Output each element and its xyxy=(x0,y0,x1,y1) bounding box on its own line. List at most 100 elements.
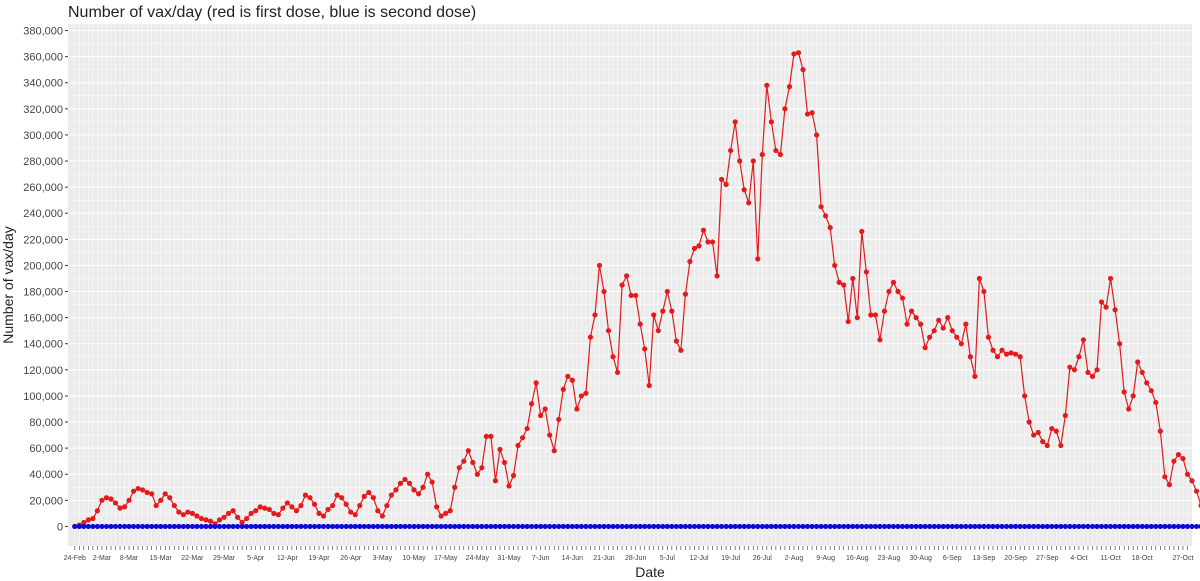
data-point xyxy=(859,228,865,235)
data-point xyxy=(529,401,535,407)
data-point xyxy=(764,523,770,530)
data-point xyxy=(927,523,933,530)
data-point xyxy=(280,505,286,511)
data-point xyxy=(651,523,657,530)
data-point xyxy=(1044,523,1050,530)
data-point xyxy=(646,523,652,530)
y-tick-label: 260,000 xyxy=(23,182,63,194)
x-tick-label: 4-Oct xyxy=(1070,555,1087,562)
data-point xyxy=(1180,523,1186,530)
data-point xyxy=(1062,523,1068,530)
data-point xyxy=(108,496,114,502)
data-point xyxy=(130,523,137,530)
data-point xyxy=(1103,523,1109,530)
data-point xyxy=(1166,523,1172,530)
data-point xyxy=(985,334,992,340)
data-point xyxy=(1026,419,1032,425)
data-point xyxy=(203,517,209,523)
data-point xyxy=(429,479,435,485)
data-point xyxy=(691,523,698,530)
data-point xyxy=(1026,523,1032,530)
data-point xyxy=(1035,429,1041,436)
data-point xyxy=(1184,471,1191,477)
plot-panel xyxy=(68,24,1192,546)
x-tick-label: 10-May xyxy=(402,555,426,562)
data-point xyxy=(352,523,358,530)
data-point xyxy=(388,523,395,530)
data-point xyxy=(637,321,643,327)
data-point xyxy=(1089,523,1096,530)
data-point xyxy=(542,523,548,530)
data-point xyxy=(1089,373,1096,379)
y-tick-label: 320,000 xyxy=(23,104,63,116)
data-point xyxy=(556,416,562,423)
data-point xyxy=(569,377,575,383)
data-point xyxy=(406,480,413,486)
data-point xyxy=(510,472,517,479)
data-point xyxy=(1162,474,1168,480)
x-tick-label: 29-Mar xyxy=(213,555,236,562)
y-tick-label: 140,000 xyxy=(23,339,63,351)
data-point xyxy=(112,500,119,506)
data-point xyxy=(700,227,707,233)
data-point xyxy=(583,390,589,396)
data-point xyxy=(1067,364,1073,370)
data-point xyxy=(633,523,639,530)
x-tick-label: 7-Jun xyxy=(532,555,550,562)
data-point xyxy=(99,523,105,530)
data-point xyxy=(746,200,752,206)
data-point xyxy=(1053,523,1059,530)
data-point xyxy=(940,325,946,331)
data-point xyxy=(551,448,557,454)
data-point xyxy=(203,523,209,530)
data-point xyxy=(293,508,300,514)
data-point xyxy=(922,345,928,351)
data-point xyxy=(1008,350,1014,356)
data-point xyxy=(194,523,200,530)
y-tick-label: 220,000 xyxy=(23,234,63,246)
y-tick-label: 60,000 xyxy=(29,443,63,455)
data-point xyxy=(330,523,336,530)
data-point xyxy=(881,308,888,314)
data-point xyxy=(718,176,725,182)
data-point xyxy=(913,523,919,530)
data-point xyxy=(85,517,91,523)
y-tick-label: 80,000 xyxy=(29,417,63,429)
data-point xyxy=(388,492,395,498)
data-point xyxy=(574,523,580,530)
data-point xyxy=(153,502,159,509)
data-point xyxy=(212,523,218,530)
data-point xyxy=(1117,523,1123,530)
data-point xyxy=(415,523,422,530)
data-point xyxy=(189,510,195,516)
data-point xyxy=(135,523,141,530)
x-tick-label: 8-Mar xyxy=(120,555,139,562)
data-point xyxy=(836,279,842,285)
data-point xyxy=(1139,369,1145,376)
y-tick-label: 120,000 xyxy=(23,365,63,377)
data-point xyxy=(149,491,155,497)
x-tick-label: 27-Sep xyxy=(1036,555,1059,562)
x-tick-label: 24-May xyxy=(466,555,490,562)
data-point xyxy=(289,504,295,510)
data-point xyxy=(818,204,824,210)
y-axis: 0 20,000 40,000 60,000 80,000 100,000 120,000 1… xyxy=(23,26,68,533)
data-point xyxy=(823,213,829,219)
data-point xyxy=(773,147,779,154)
data-point xyxy=(859,523,865,530)
data-point xyxy=(547,523,553,530)
data-point xyxy=(198,523,205,530)
data-point xyxy=(479,465,485,471)
data-point xyxy=(474,523,480,530)
data-point xyxy=(877,523,883,530)
data-point xyxy=(682,291,689,297)
data-point xyxy=(673,523,679,530)
x-tick-label: 12-Apr xyxy=(277,555,299,562)
data-point xyxy=(1044,442,1050,449)
data-point xyxy=(121,523,128,530)
data-point xyxy=(370,523,376,530)
data-point xyxy=(225,510,232,516)
data-point xyxy=(850,523,856,530)
data-point xyxy=(529,523,535,530)
data-point xyxy=(949,523,955,530)
